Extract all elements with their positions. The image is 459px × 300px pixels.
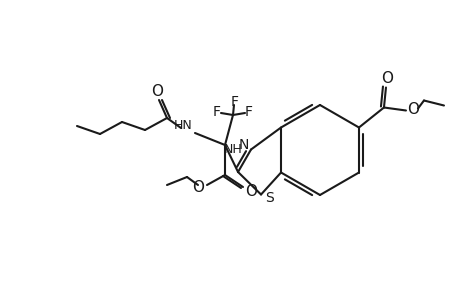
Text: O: O bbox=[191, 181, 203, 196]
Text: S: S bbox=[264, 190, 273, 205]
Text: O: O bbox=[406, 102, 418, 117]
Text: O: O bbox=[245, 184, 257, 199]
Text: O: O bbox=[380, 71, 392, 86]
Text: F: F bbox=[245, 105, 252, 119]
Text: NH: NH bbox=[224, 143, 242, 156]
Text: O: O bbox=[151, 83, 162, 98]
Text: F: F bbox=[230, 95, 239, 109]
Text: HN: HN bbox=[173, 118, 192, 131]
Text: F: F bbox=[213, 105, 220, 119]
Text: N: N bbox=[238, 137, 249, 152]
